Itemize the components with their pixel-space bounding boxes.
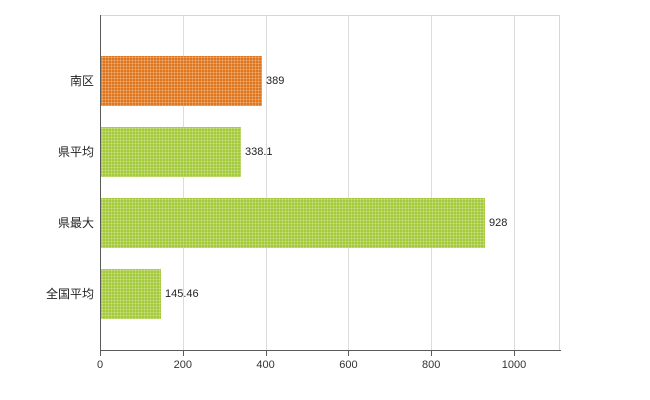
y-axis-line	[100, 15, 101, 351]
x-tick-mark	[182, 351, 184, 356]
bar-value-label: 928	[489, 217, 508, 229]
bar	[101, 56, 262, 106]
x-tick-label: 600	[339, 359, 358, 371]
bar-value-label: 145.46	[165, 288, 199, 300]
category-label: 全国平均	[45, 287, 94, 301]
x-tick-label: 200	[173, 359, 192, 371]
gridline	[182, 15, 184, 350]
category-label: 南区	[69, 74, 94, 88]
plot-area	[100, 15, 560, 350]
gridline	[348, 15, 350, 350]
category-label: 県平均	[57, 145, 94, 159]
x-tick-mark	[514, 351, 516, 356]
x-tick-label: 400	[256, 359, 275, 371]
x-tick-mark	[348, 351, 350, 356]
x-tick-label: 800	[422, 359, 441, 371]
bar-value-label: 389	[266, 75, 285, 87]
bar-value-label: 338.1	[245, 146, 273, 158]
bar	[101, 127, 241, 177]
bar	[101, 269, 161, 319]
gridline	[431, 15, 433, 350]
x-tick-mark	[100, 351, 101, 356]
category-label: 県最大	[57, 216, 94, 230]
x-axis-line	[100, 350, 561, 351]
gridline	[514, 15, 516, 350]
x-tick-mark	[265, 351, 267, 356]
x-tick-label: 0	[96, 359, 104, 371]
gridline	[265, 15, 267, 350]
bar	[101, 198, 485, 248]
x-tick-mark	[431, 351, 433, 356]
x-tick-label: 1000	[501, 359, 527, 371]
